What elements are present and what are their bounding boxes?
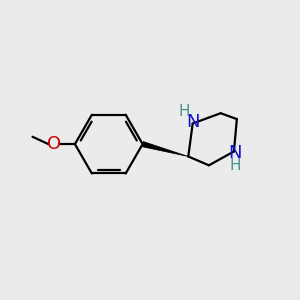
Text: H: H: [179, 103, 190, 118]
Polygon shape: [142, 142, 188, 157]
Text: N: N: [229, 144, 242, 162]
Text: O: O: [47, 135, 61, 153]
Text: N: N: [186, 113, 200, 131]
Text: H: H: [230, 158, 241, 173]
